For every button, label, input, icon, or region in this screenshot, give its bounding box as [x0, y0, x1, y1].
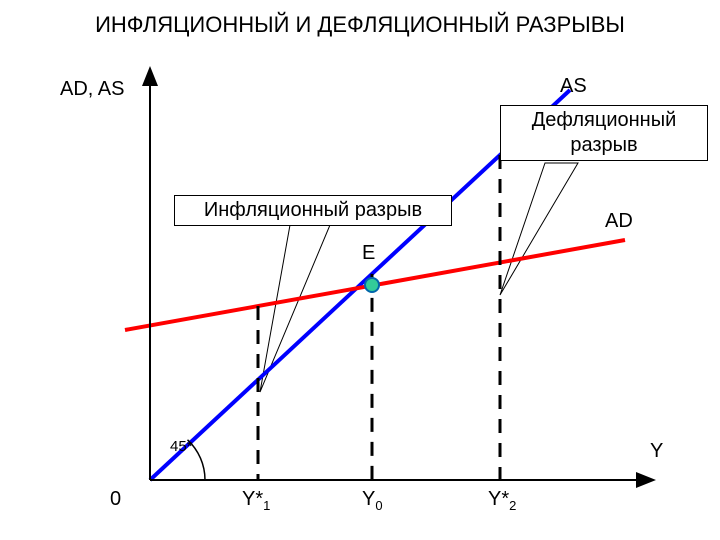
equilibrium-point — [365, 278, 379, 292]
ad-label: AD — [605, 210, 633, 233]
tick-y1: Y*1 — [242, 488, 270, 513]
tick-y0: Y0 — [362, 488, 383, 513]
tick-y2: Y*2 — [488, 488, 516, 513]
angle-label: 45* — [170, 438, 193, 455]
deflation-pointer — [500, 163, 578, 295]
as-label: AS — [560, 75, 587, 98]
x-axis-label: Y — [650, 440, 663, 463]
origin-label: 0 — [110, 488, 121, 511]
y-axis-label: AD, AS — [60, 78, 124, 101]
inflation-callout: Инфляционный разрыв — [174, 195, 452, 226]
deflation-callout: Дефляционныйразрыв — [500, 105, 708, 161]
e-label: E — [362, 242, 375, 265]
